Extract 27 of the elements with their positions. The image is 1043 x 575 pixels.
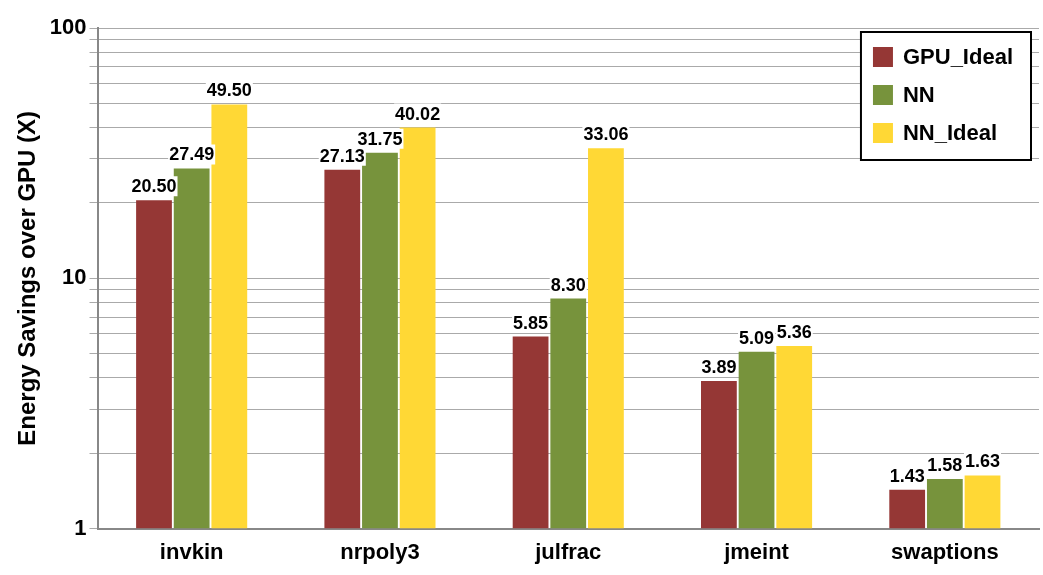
data-label: 5.85 (513, 312, 549, 333)
data-label: 49.50 (206, 80, 252, 101)
data-label: 5.09 (739, 327, 775, 348)
x-tick-label: julfrac (534, 538, 602, 564)
y-axis-title: Energy Savings over GPU (X) (13, 110, 41, 446)
y-tick-label: 1 (74, 514, 87, 540)
data-label: 33.06 (583, 124, 629, 145)
x-tick-label: invkin (159, 538, 224, 564)
x-tick-label: jmeint (723, 538, 790, 564)
data-label: 40.02 (395, 103, 441, 124)
legend-label: NN_Ideal (902, 120, 998, 146)
x-tick-label: nrpoly3 (340, 538, 420, 564)
data-label: 27.49 (169, 144, 215, 165)
data-label: 3.89 (701, 356, 737, 377)
data-label: 1.63 (964, 451, 1001, 472)
data-label: 5.36 (776, 322, 812, 343)
y-tick-label: 100 (49, 14, 87, 40)
data-label: 20.50 (131, 176, 177, 197)
data-label: 27.13 (319, 145, 365, 166)
data-label: 8.30 (550, 274, 586, 295)
data-label: 1.43 (889, 465, 925, 486)
legend-label: NN (902, 82, 935, 108)
data-label: 1.58 (927, 454, 963, 475)
y-tick-label: 10 (62, 264, 87, 290)
legend-label: GPU_Ideal (902, 44, 1013, 70)
x-tick-label: swaptions (891, 538, 999, 564)
data-label: 31.75 (357, 128, 403, 149)
